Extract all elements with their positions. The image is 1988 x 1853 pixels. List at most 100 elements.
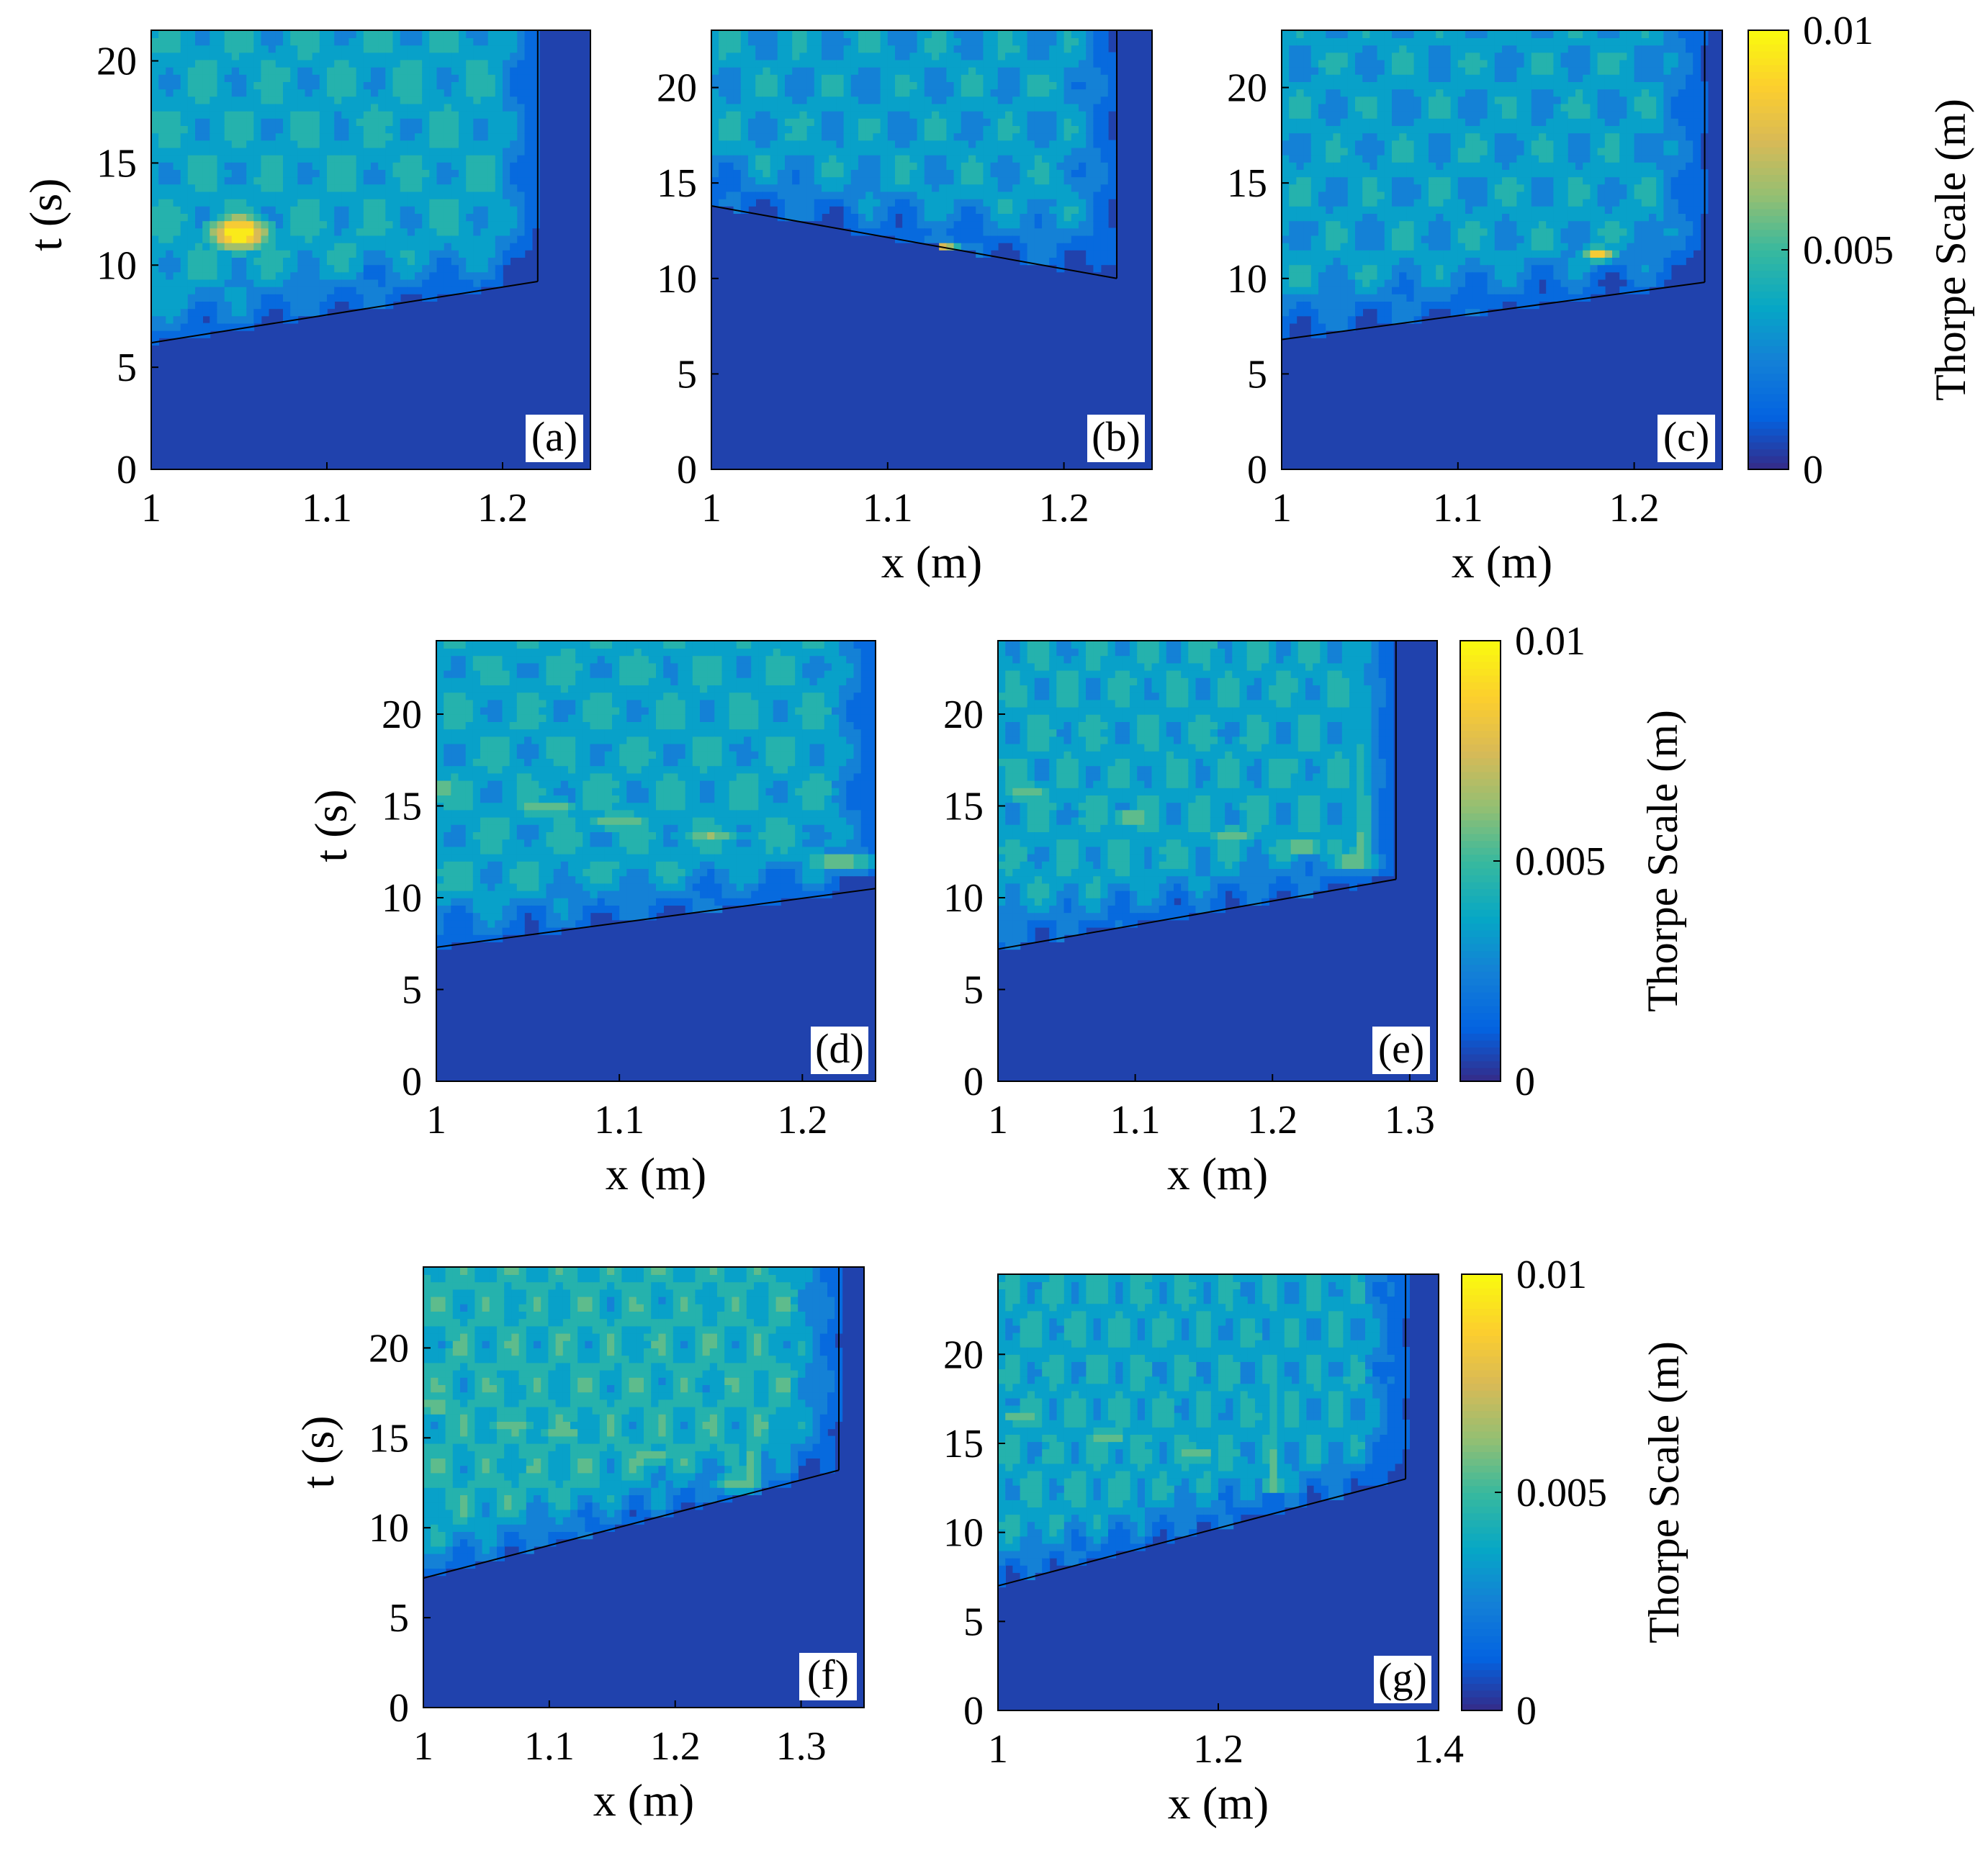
contour-cell <box>1421 140 1429 148</box>
contour-cell <box>466 154 474 163</box>
contour-cell <box>319 110 328 119</box>
contour-cell <box>829 176 837 185</box>
contour-cell <box>1282 118 1290 126</box>
contour-cell <box>1443 184 1452 192</box>
contour-cell <box>1042 162 1050 170</box>
contour-cell <box>1086 140 1094 148</box>
contour-cell <box>275 89 284 97</box>
contour-cell <box>763 103 771 112</box>
contour-cell <box>1100 125 1109 134</box>
contour-cell <box>850 206 859 214</box>
contour-cell <box>887 140 896 148</box>
contour-cell <box>1362 59 1371 68</box>
contour-cell <box>1347 213 1356 222</box>
contour-cell <box>341 271 350 280</box>
contour-cell <box>415 37 423 46</box>
contour-cell <box>748 147 756 155</box>
contour-cell <box>836 176 845 185</box>
contour-cell <box>305 264 313 273</box>
contour-cell <box>187 132 196 141</box>
contour-cell <box>1289 235 1297 243</box>
contour-cell <box>246 213 255 222</box>
contour-cell <box>436 271 445 280</box>
contour-cell <box>524 198 533 207</box>
contour-cell <box>422 140 431 148</box>
contour-cell <box>1443 52 1452 60</box>
contour-cell <box>1392 257 1400 266</box>
contour-cell <box>173 294 181 302</box>
contour-cell <box>924 110 932 119</box>
contour-cell <box>990 140 999 148</box>
contour-cell <box>1377 74 1385 82</box>
contour-cell <box>953 110 962 119</box>
contour-cell <box>865 59 874 68</box>
contour-cell <box>1399 176 1408 185</box>
contour-cell <box>1355 52 1363 60</box>
contour-cell <box>953 66 962 75</box>
contour-cell <box>422 96 431 104</box>
contour-cell <box>939 81 948 90</box>
contour-cell <box>932 30 940 38</box>
contour-cell <box>341 198 350 207</box>
contour-cell <box>1429 96 1436 104</box>
contour-cell <box>1399 37 1408 46</box>
contour-cell <box>392 103 401 112</box>
contour-cell <box>1487 213 1496 222</box>
contour-cell <box>517 96 526 104</box>
contour-cell <box>1465 176 1473 185</box>
contour-cell <box>1333 52 1341 60</box>
contour-cell <box>473 96 482 104</box>
contour-cell <box>444 59 452 68</box>
contour-cell <box>1472 176 1481 185</box>
contour-cell <box>726 169 734 178</box>
contour-cell <box>887 162 896 170</box>
contour-cell <box>1472 220 1481 229</box>
contour-cell <box>1333 89 1341 97</box>
contour-cell <box>1399 242 1408 251</box>
contour-cell <box>173 154 181 163</box>
contour-cell <box>166 220 174 229</box>
contour-cell <box>1377 308 1385 317</box>
contour-cell <box>415 140 423 148</box>
contour-cell <box>1093 242 1102 251</box>
contour-cell <box>407 227 415 236</box>
contour-cell <box>319 103 328 112</box>
contour-cell <box>173 169 181 178</box>
contour-cell <box>319 125 328 134</box>
contour-cell <box>371 147 379 155</box>
contour-cell <box>733 52 742 60</box>
contour-cell <box>1333 81 1341 90</box>
contour-cell <box>1443 198 1452 207</box>
contour-cell <box>1509 206 1518 214</box>
contour-cell <box>1436 294 1444 302</box>
contour-cell <box>210 235 218 243</box>
contour-cell <box>1429 118 1436 126</box>
contour-cell <box>210 264 218 273</box>
contour-cell <box>865 118 874 126</box>
contour-cell <box>1005 30 1013 38</box>
x-tick-label: 1.1 <box>863 486 913 531</box>
contour-cell <box>1421 191 1429 199</box>
contour-cell <box>334 74 343 82</box>
contour-cell <box>726 198 734 207</box>
contour-cell <box>785 125 793 134</box>
contour-cell <box>466 74 474 82</box>
contour-cell <box>436 242 445 251</box>
contour-cell <box>961 30 969 38</box>
contour-cell <box>356 235 364 243</box>
contour-cell <box>312 250 320 258</box>
contour-cell <box>503 110 511 119</box>
contour-cell <box>451 206 459 214</box>
contour-cell <box>748 176 756 185</box>
contour-cell <box>990 206 999 214</box>
contour-cell <box>180 125 189 134</box>
contour-cell <box>748 89 756 97</box>
contour-cell <box>946 66 955 75</box>
contour-cell <box>210 301 218 310</box>
contour-cell <box>1516 125 1525 134</box>
contour-cell <box>363 118 372 126</box>
contour-cell <box>348 96 357 104</box>
contour-cell <box>363 37 372 46</box>
contour-cell <box>246 271 255 280</box>
contour-cell <box>1071 198 1079 207</box>
